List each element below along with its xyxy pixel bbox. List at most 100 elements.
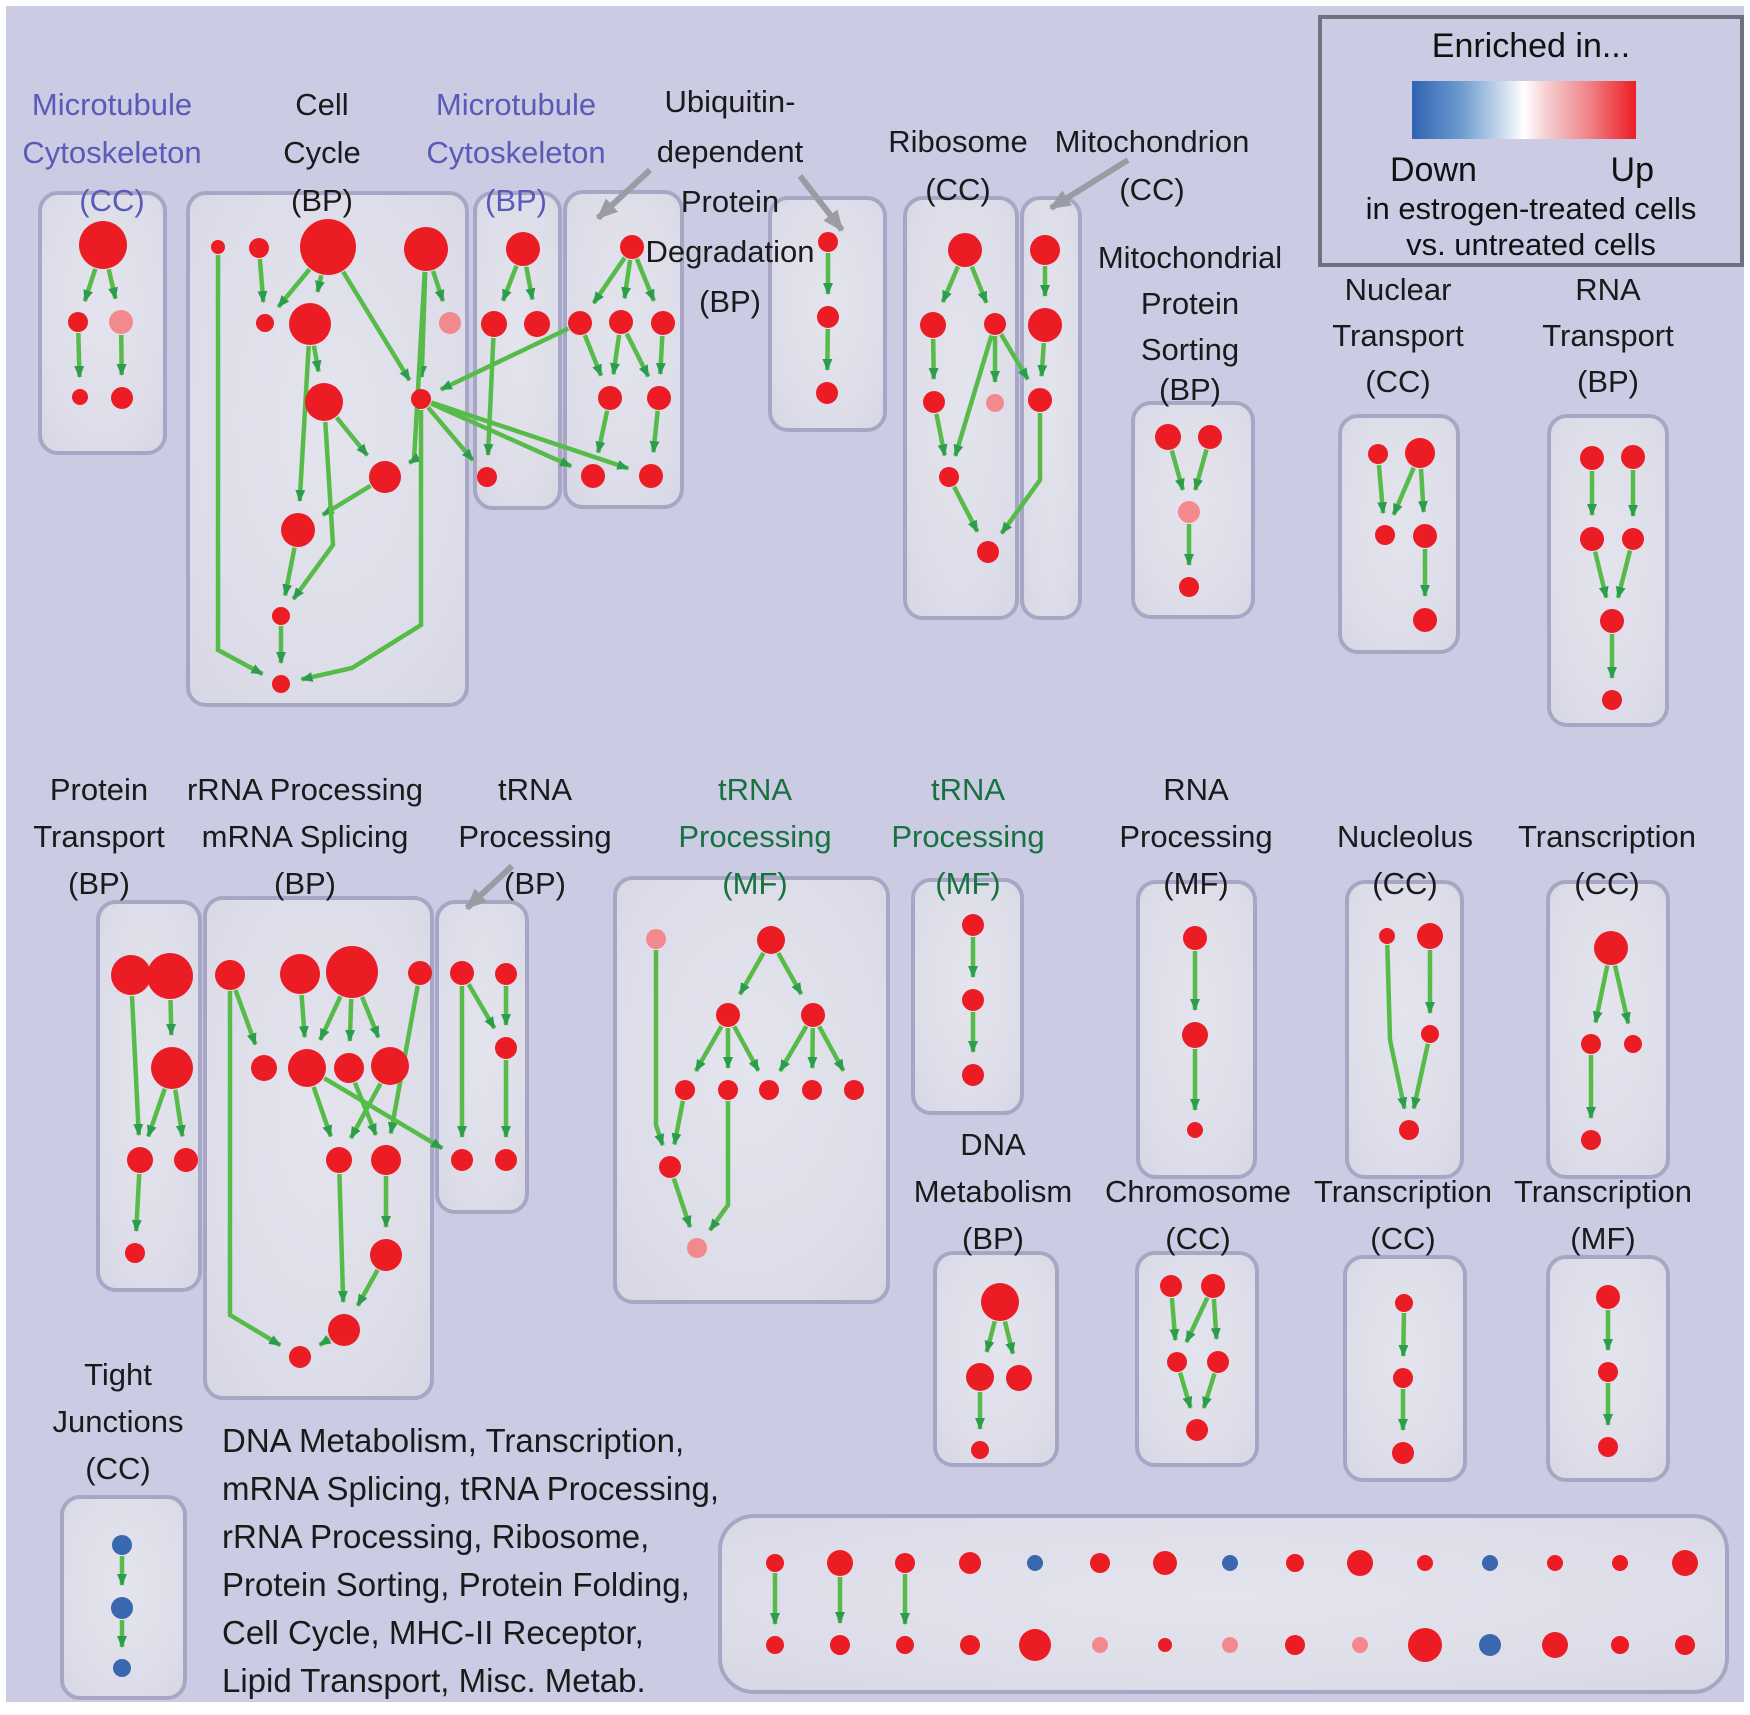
go-term-node (1393, 1368, 1413, 1388)
go-term-node (1479, 1634, 1501, 1656)
cluster-label-trna-processing-bp-line2: Processing (458, 819, 611, 854)
edge-arrow (969, 265, 989, 304)
go-term-node (1006, 1365, 1032, 1391)
go-term-node (127, 1147, 153, 1173)
go-term-node (1179, 577, 1199, 597)
go-term-node (272, 675, 290, 693)
cluster-label-transcription-cc-bottom-line2: (CC) (1370, 1221, 1435, 1256)
cluster-box-rna-transport-bp (1547, 414, 1669, 727)
go-term-node (1392, 1442, 1414, 1464)
go-term-node (1596, 1285, 1620, 1309)
go-term-node (289, 1346, 311, 1368)
legend-gradient-bar (1412, 81, 1636, 139)
go-term-node (1598, 1362, 1618, 1382)
go-term-node (984, 313, 1006, 335)
cluster-label-ubiquitin-dependent-protein-degradation-bp-line1: Ubiquitin- (665, 84, 796, 119)
go-term-node (211, 240, 225, 254)
edge-arrow (300, 410, 424, 682)
edge-arrow (483, 337, 496, 456)
go-term-node (1155, 424, 1181, 450)
go-term-node (1399, 1120, 1419, 1140)
edge-arrow (671, 1100, 686, 1146)
edge-arrow (352, 1081, 378, 1136)
go-term-node (300, 219, 356, 275)
go-term-node (766, 1636, 784, 1654)
go-term-node (962, 989, 984, 1011)
edge-arrow (653, 950, 665, 1147)
go-term-node (1547, 1555, 1563, 1571)
go-term-node (659, 1156, 681, 1178)
go-term-node (827, 1550, 853, 1576)
nodes-layer (68, 219, 1698, 1677)
cluster-label-dna-metabolism-bp-line1: DNA (960, 1127, 1026, 1162)
edge-arrow (106, 268, 118, 300)
cluster-label-ubiquitin-dependent-protein-degradation-bp-line5: (BP) (699, 284, 761, 319)
go-term-node (272, 607, 290, 625)
edge-arrow (1592, 551, 1609, 599)
go-term-node (256, 314, 274, 332)
edge-arrow (1201, 1372, 1217, 1409)
edge-arrow (1615, 550, 1633, 599)
go-term-node (962, 914, 984, 936)
go-term-node (151, 1047, 193, 1089)
go-term-node (1019, 1629, 1051, 1661)
cluster-label-trna-processing-mf-1-line2: Processing (678, 819, 831, 854)
cluster-label-transcription-mf-bottom-line2: (MF) (1570, 1221, 1635, 1256)
go-term-node (1222, 1637, 1238, 1653)
edge-arrow (337, 1173, 348, 1303)
cluster-label-microtubule-cytoskeleton-cc-line2: Cytoskeleton (22, 135, 201, 170)
go-term-node (280, 954, 320, 994)
edge-arrow (439, 326, 570, 392)
edge-arrow (227, 991, 282, 1348)
go-term-node (830, 1635, 850, 1655)
go-term-node (111, 1597, 133, 1619)
edge-arrow (74, 332, 85, 378)
edge-arrow (778, 1025, 809, 1073)
go-term-node (816, 382, 838, 404)
go-term-node (687, 1238, 707, 1258)
cluster-label-tight-junctions-cc-line3: (CC) (85, 1451, 150, 1486)
edge-arrow (166, 999, 177, 1036)
go-term-node (581, 464, 605, 488)
edge-arrow (952, 485, 980, 533)
edge-arrow (1592, 965, 1610, 1024)
cluster-label-trna-processing-mf-2-line2: Processing (891, 819, 1044, 854)
go-term-node (1028, 308, 1062, 342)
edge-arrow (146, 1088, 167, 1138)
go-term-node (1417, 1555, 1433, 1571)
go-term-node (1347, 1550, 1373, 1576)
go-term-node (305, 383, 343, 421)
edge-arrow (934, 413, 948, 457)
edge-arrow (1210, 1298, 1221, 1340)
mitochondrion-pointer (1049, 157, 1130, 211)
go-term-node (495, 963, 517, 985)
cluster-label-rrna-processing-mrna-splicing-bp-line3: (BP) (274, 866, 336, 901)
ubiquitin-right-pointer (797, 174, 845, 232)
go-term-node (1413, 608, 1437, 632)
go-term-node (923, 391, 945, 413)
edge-arrow (1177, 1371, 1193, 1409)
cluster-label-chromosome-cc-line2: (CC) (1165, 1221, 1230, 1256)
cluster-label-transcription-cc-mid-line2: (CC) (1574, 866, 1639, 901)
edge-arrow (1385, 944, 1408, 1110)
edge-arrow (345, 998, 356, 1042)
go-term-node (966, 1363, 994, 1391)
cluster-label-microtubule-cytoskeleton-bp-line1: Microtubule (436, 87, 596, 122)
legend-subtitle-line1: in estrogen-treated cells (1365, 191, 1697, 226)
cluster-label-rna-transport-bp-line1: RNA (1575, 272, 1641, 307)
edge-arrow (634, 258, 656, 302)
go-term-node (1186, 1419, 1208, 1441)
go-term-node (971, 1441, 989, 1459)
go-term-node (1285, 1635, 1305, 1655)
cluster-box-transcription-cc-mid (1546, 880, 1670, 1179)
cluster-label-nucleolus-cc-line2: (CC) (1372, 866, 1437, 901)
edge-arrow (408, 271, 427, 465)
edge-arrow (1002, 1320, 1016, 1355)
edge-arrow (737, 951, 766, 996)
edge-arrow (430, 401, 573, 469)
go-term-node (249, 238, 269, 258)
go-term-node (1413, 524, 1437, 548)
cluster-label-rna-processing-mf-line2: Processing (1119, 819, 1272, 854)
cluster-label-mitochondrion-cc-line1: Mitochondrion (1055, 124, 1250, 159)
edge-arrow (708, 1101, 731, 1232)
